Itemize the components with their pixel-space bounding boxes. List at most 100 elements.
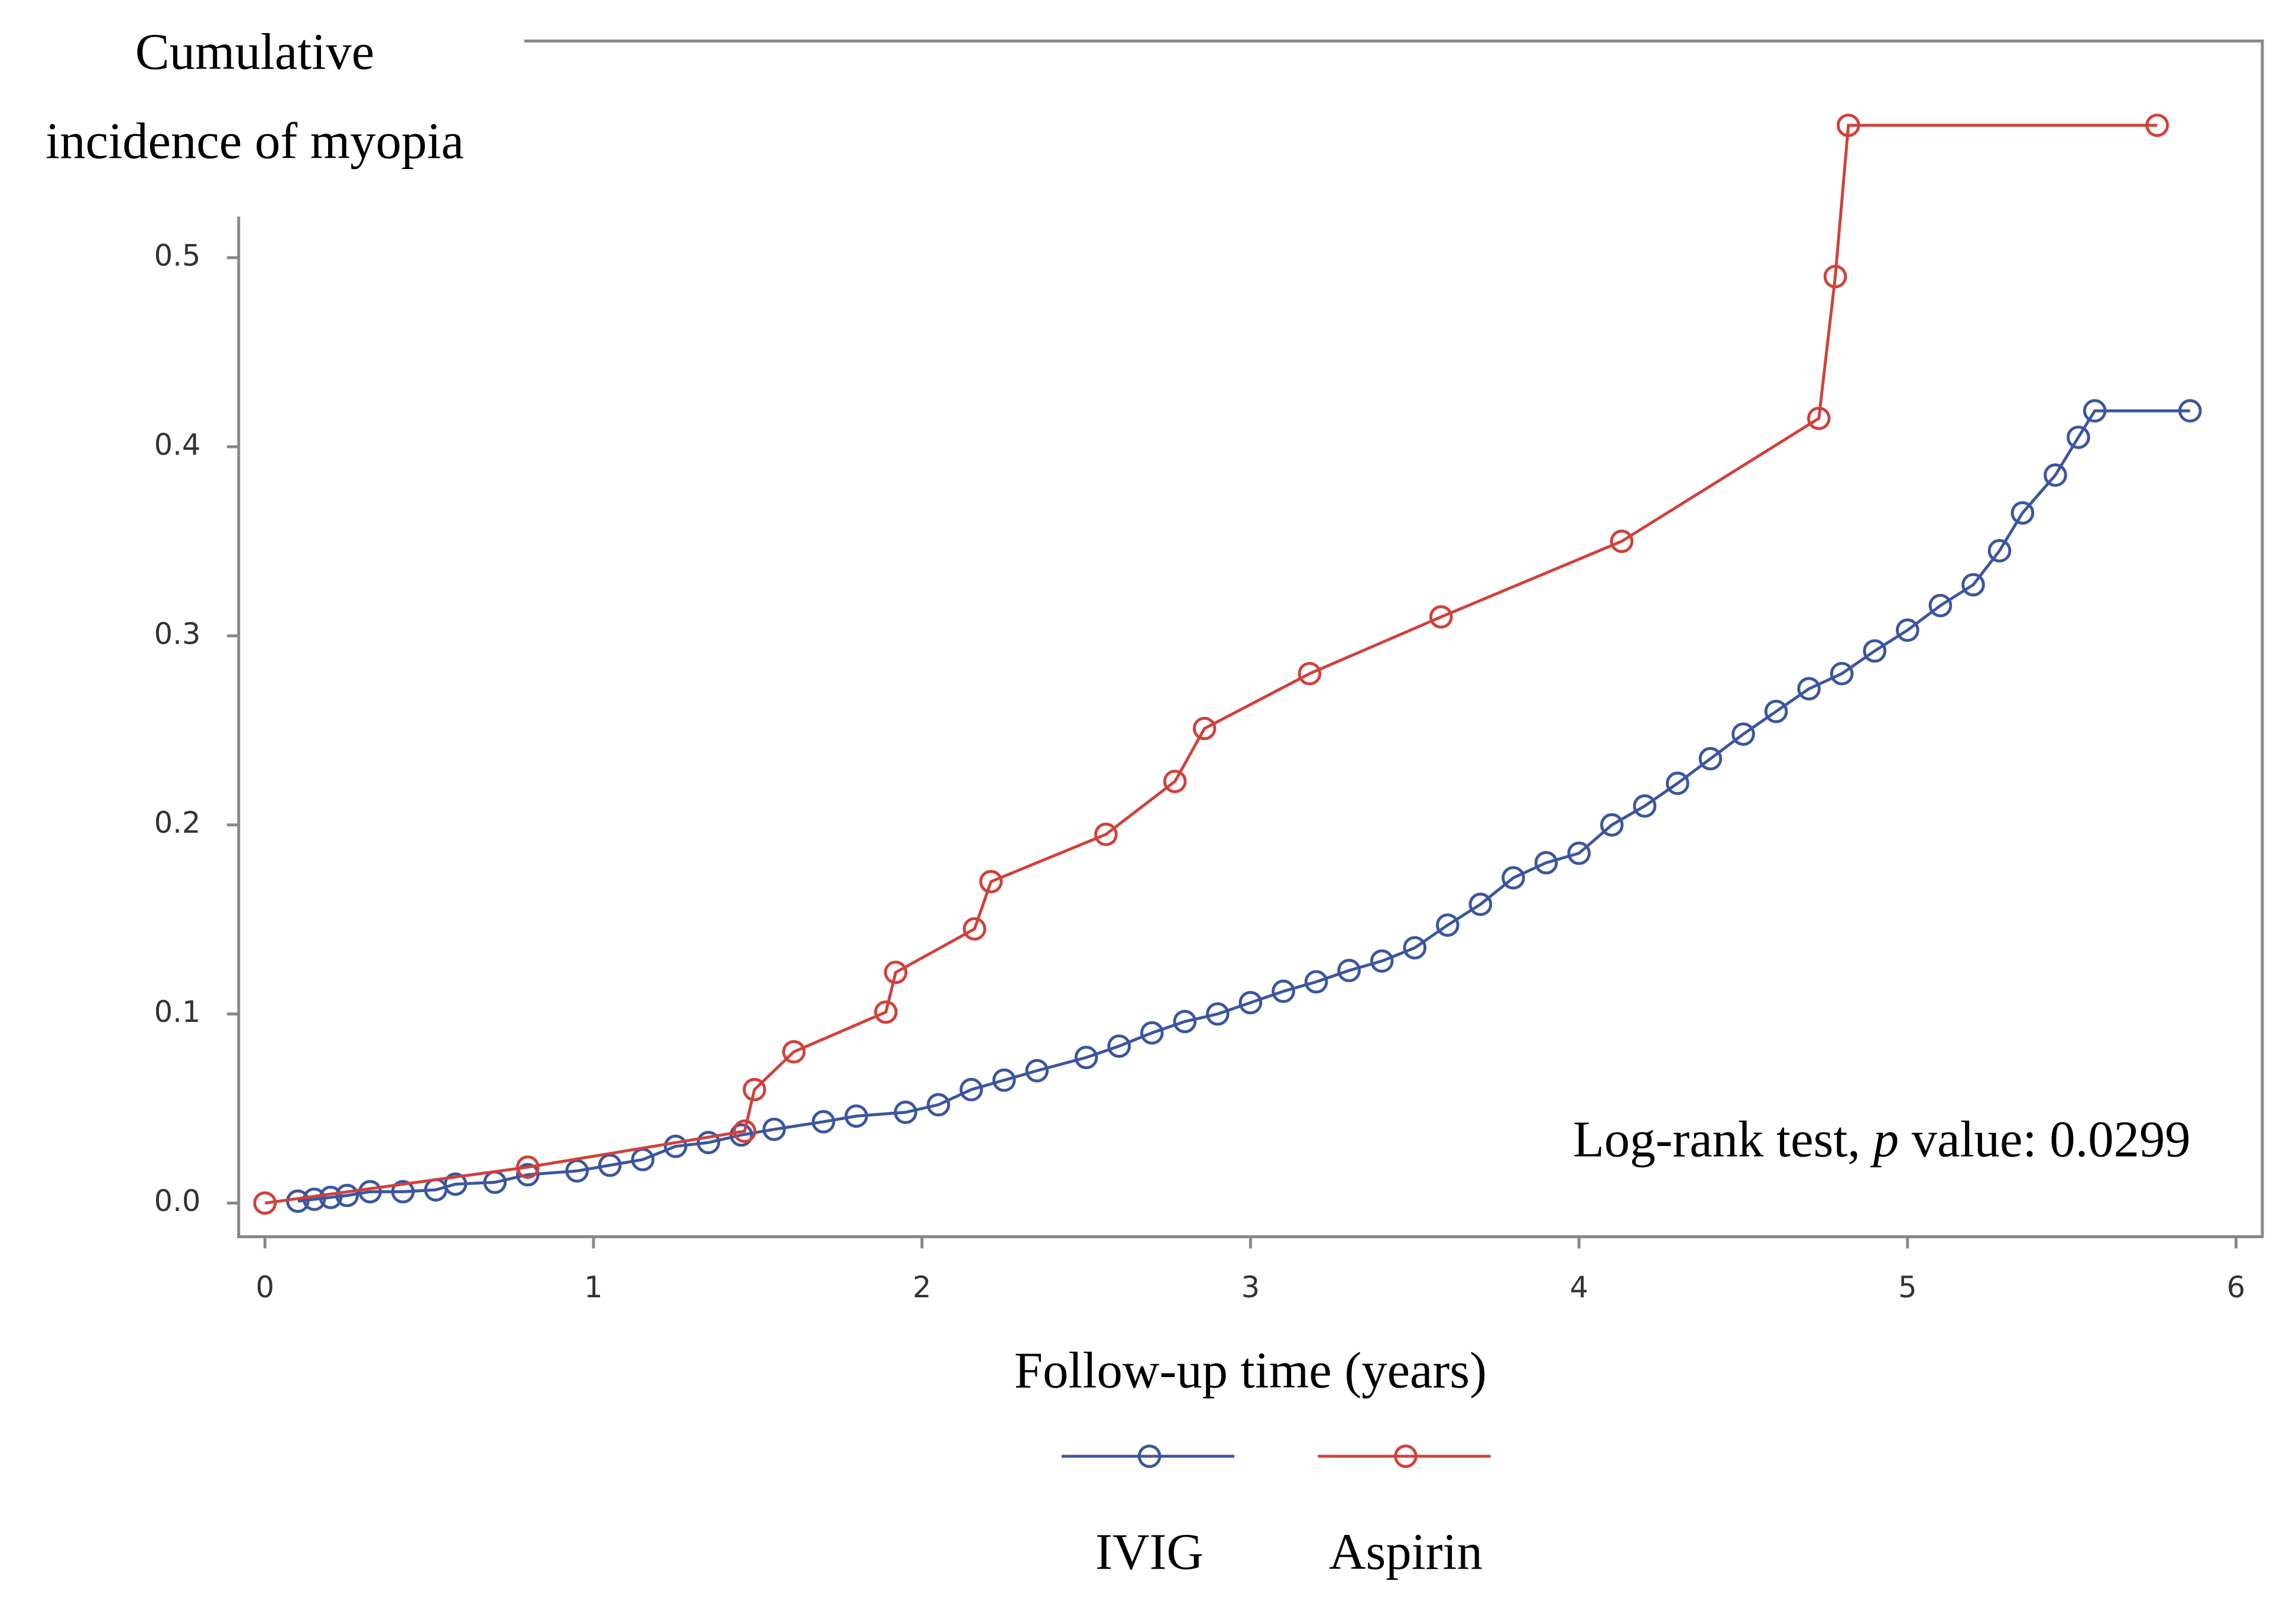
data-point [1403, 936, 1427, 960]
legend-marker [1394, 1444, 1418, 1468]
legend-label: IVIG [1095, 1524, 1204, 1580]
data-point [926, 1093, 951, 1116]
x-tick-label: 6 [2227, 1270, 2246, 1304]
data-point [358, 1180, 382, 1204]
series-line [264, 124, 2158, 1205]
y-tick-label: 0.3 [154, 616, 201, 651]
y-axis-label: incidence of myopia [46, 112, 464, 169]
data-point [1830, 661, 1854, 686]
data-point [1502, 866, 1525, 890]
data-point [1928, 593, 1953, 618]
data-point [2067, 426, 2090, 449]
y-tick-label: 0.0 [154, 1184, 201, 1218]
data-point [1567, 841, 1591, 865]
data-point [1272, 979, 1295, 1004]
data-point [1107, 1034, 1131, 1058]
annotation-text: value: 0.0299 [1899, 1111, 2191, 1167]
data-point [319, 1186, 343, 1209]
data-point [979, 869, 1003, 894]
data-point [874, 1000, 898, 1024]
x-tick-label: 3 [1241, 1270, 1260, 1304]
data-point [1698, 746, 1723, 771]
data-point [1807, 407, 1831, 430]
data-point [515, 1163, 540, 1187]
data-point [742, 1077, 767, 1102]
data-point [1823, 265, 1847, 288]
data-point [1534, 850, 1558, 875]
data-point [1429, 605, 1453, 629]
data-point [1836, 113, 1860, 137]
data-point [1304, 970, 1328, 994]
data-point [1337, 959, 1361, 982]
data-point [1238, 991, 1263, 1015]
data-point [732, 1119, 757, 1143]
data-point [1025, 1059, 1049, 1083]
data-point [253, 1191, 277, 1215]
x-tick-label: 4 [1569, 1270, 1588, 1304]
x-tick-label: 2 [913, 1270, 932, 1304]
data-point [2010, 501, 2035, 525]
data-point [1173, 1009, 1197, 1034]
legend-marker [1137, 1444, 1162, 1468]
data-point [2083, 399, 2107, 423]
data-point [992, 1068, 1016, 1092]
legend-label: Aspirin [1329, 1524, 1483, 1580]
annotation-text: Log-rank test, [1573, 1111, 1873, 1167]
data-point [696, 1131, 721, 1154]
y-tick-label: 0.5 [154, 238, 201, 272]
data-point [782, 1040, 806, 1064]
x-tick-label: 1 [584, 1270, 603, 1304]
y-tick-label: 0.1 [154, 995, 201, 1029]
data-point [664, 1134, 687, 1158]
data-point [302, 1187, 326, 1211]
data-point [884, 960, 908, 985]
data-point [335, 1183, 359, 1207]
x-tick-label: 0 [255, 1270, 274, 1304]
data-point [443, 1172, 468, 1196]
data-point [762, 1117, 786, 1141]
data-point [1610, 530, 1634, 553]
data-point [391, 1180, 415, 1204]
annotation-text: p [1870, 1111, 1899, 1167]
data-point [1731, 722, 1755, 746]
data-point [1094, 822, 1118, 846]
data-point [1192, 716, 1217, 741]
data-point [1764, 699, 1788, 723]
data-point [1987, 539, 2012, 563]
data-point [1468, 892, 1493, 916]
y-tick-label: 0.2 [154, 806, 201, 840]
data-point [2178, 399, 2202, 423]
data-point [1436, 913, 1460, 937]
series-line [297, 409, 2190, 1203]
data-point [565, 1159, 589, 1183]
data-point [729, 1123, 753, 1147]
x-axis-label: Follow-up time (years) [1014, 1342, 1487, 1399]
plot-frame [237, 39, 2264, 1238]
data-point [2145, 113, 2169, 137]
data-point [1797, 677, 1821, 701]
data-point [2044, 463, 2067, 487]
x-tick-label: 5 [1898, 1270, 1917, 1304]
data-point [1370, 949, 1394, 973]
data-point [962, 917, 987, 941]
y-axis-label: Cumulative [135, 23, 374, 80]
data-point [1863, 639, 1887, 663]
data-point [812, 1110, 835, 1134]
data-point [1298, 661, 1322, 686]
data-point [1140, 1021, 1164, 1045]
data-point [1163, 770, 1187, 793]
data-point [1206, 1002, 1230, 1026]
data-point [844, 1104, 868, 1128]
data-point [1896, 618, 1919, 642]
data-point [1961, 573, 1985, 597]
y-tick-label: 0.4 [154, 427, 201, 462]
data-point [1666, 771, 1689, 796]
data-point [1633, 794, 1657, 818]
data-point [894, 1100, 917, 1124]
data-point [959, 1077, 983, 1102]
data-point [1074, 1046, 1098, 1070]
data-point [515, 1155, 540, 1179]
annotation: Log-rank test, p value: 0.0299 [1573, 1111, 2191, 1167]
